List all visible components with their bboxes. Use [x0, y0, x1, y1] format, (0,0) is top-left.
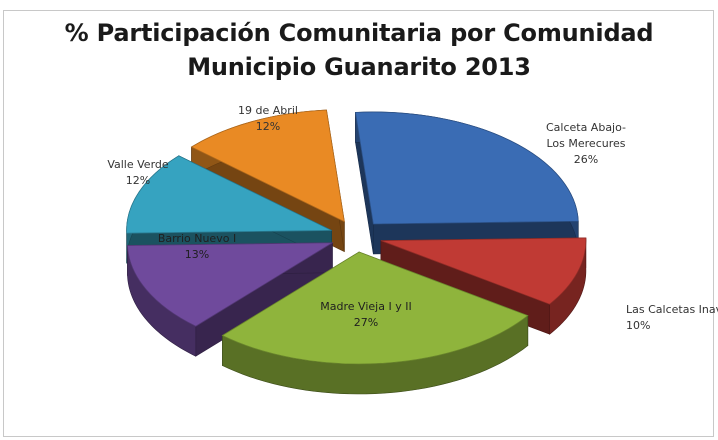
chart-title: % Participación Comunitaria por Comunida…: [0, 16, 718, 84]
pie-labels: Calceta Abajo-Los Merecures 26% Las Calcet…: [107, 104, 718, 332]
pie-slice-label: Las Calcetas Inavi 10%: [626, 303, 718, 332]
pie-slice-label: Barrio Nuevo I 13%: [158, 232, 236, 261]
chart-title-line-1: % Participación Comunitaria por Comunida…: [64, 19, 654, 47]
pie-slice[interactable]: [127, 242, 334, 327]
pie-slice[interactable]: [354, 111, 579, 225]
pie-slice[interactable]: [126, 155, 332, 234]
chart-title-line-2: Municipio Guanarito 2013: [187, 53, 531, 81]
pie-slice-label: Madre Vieja I y II 27%: [320, 300, 411, 329]
pie-slice[interactable]: [190, 109, 345, 223]
pie-slice-label: Valle Verde 12%: [107, 158, 169, 187]
pie-slice-label: 19 de Abril 12%: [238, 104, 298, 133]
pie-slice-tops: [126, 109, 587, 365]
pie-slice[interactable]: [221, 251, 529, 365]
pie-slice-label: Calceta Abajo-Los Merecures 26%: [546, 121, 626, 166]
pie-slice[interactable]: [380, 237, 587, 305]
